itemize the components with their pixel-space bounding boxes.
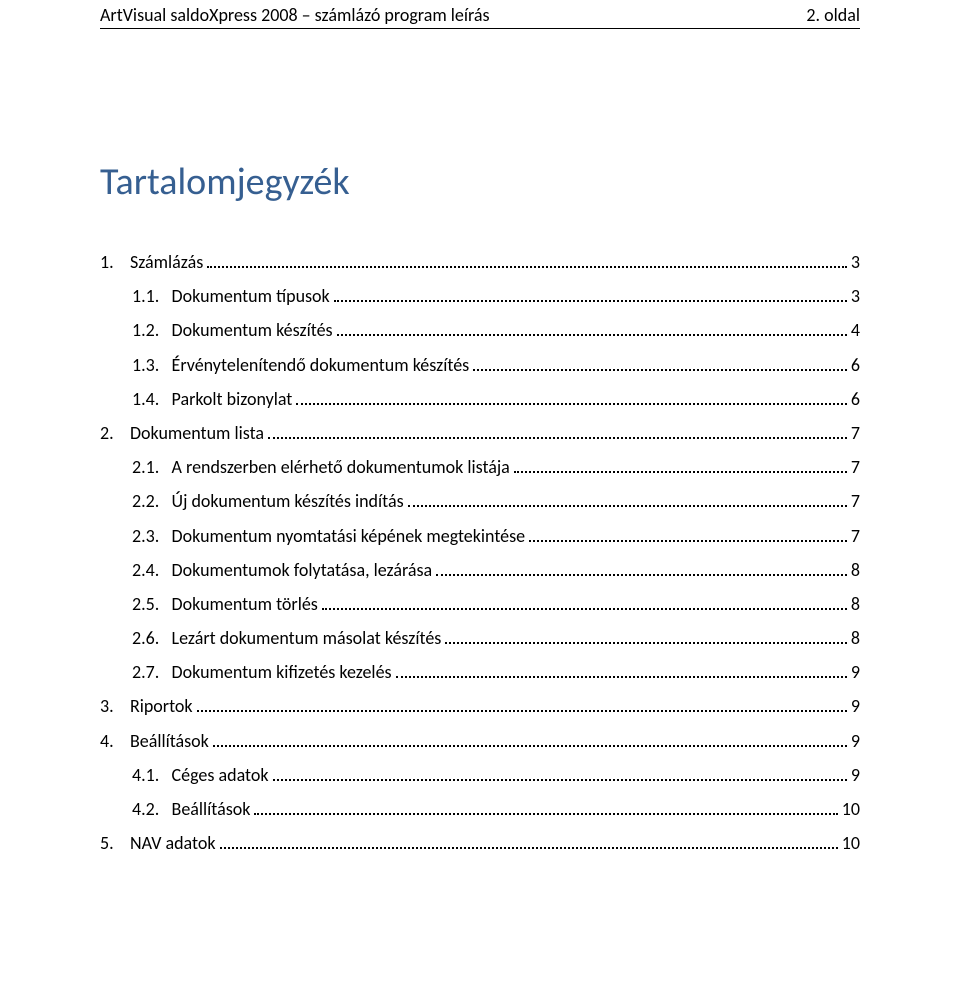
toc-entry-page: 7 (851, 484, 860, 518)
toc-entry: 2. Dokumentum lista 7 (100, 416, 860, 450)
toc-entry: 4.2. Beállítások 10 (100, 792, 860, 826)
toc-entry-label: 2.1. A rendszerben elérhető dokumentumok… (132, 450, 510, 484)
toc-entry: 2.3. Dokumentum nyomtatási képének megte… (100, 519, 860, 553)
toc-entry: 4. Beállítások 9 (100, 724, 860, 758)
toc-entry-page: 7 (851, 416, 860, 450)
toc-entry-label: 1. Számlázás (100, 245, 203, 279)
toc-entry: 4.1. Céges adatok 9 (100, 758, 860, 792)
toc-entry: 5. NAV adatok 10 (100, 826, 860, 860)
toc-entry-page: 8 (851, 553, 860, 587)
toc-entry-page: 7 (851, 450, 860, 484)
toc-entry-page: 6 (851, 382, 860, 416)
toc-entry-label: 2.4. Dokumentumok folytatása, lezárása (132, 553, 432, 587)
toc-entry-page: 9 (851, 655, 860, 689)
toc-entry-leader-dots (322, 593, 847, 609)
toc-entry-label: 2.7. Dokumentum kifizetés kezelés (132, 655, 392, 689)
page-header: ArtVisual saldoXpress 2008 – számlázó pr… (100, 0, 860, 29)
toc-entry: 2.7. Dokumentum kifizetés kezelés 9 (100, 655, 860, 689)
toc-entry-page: 10 (842, 826, 860, 860)
toc-entry-label: 3. Riportok (100, 689, 193, 723)
toc-entry-page: 9 (851, 689, 860, 723)
toc-entry-label: 2.2. Új dokumentum készítés indítás (132, 484, 404, 518)
toc-entry-leader-dots (334, 286, 847, 302)
toc-entry: 1.1. Dokumentum típusok 3 (100, 279, 860, 313)
toc-entry: 2.1. A rendszerben elérhető dokumentumok… (100, 450, 860, 484)
toc-entry-leader-dots (207, 252, 847, 268)
toc-list: 1. Számlázás31.1. Dokumentum típusok31.2… (100, 245, 860, 860)
toc-entry: 2.5. Dokumentum törlés 8 (100, 587, 860, 621)
toc-entry: 3. Riportok 9 (100, 689, 860, 723)
toc-entry-page: 4 (851, 313, 860, 347)
toc-entry-label: 2. Dokumentum lista (100, 416, 264, 450)
toc-entry-leader-dots (220, 833, 838, 849)
toc-entry-leader-dots (254, 799, 837, 815)
toc-entry-leader-dots (514, 457, 847, 473)
toc-entry-label: 1.2. Dokumentum készítés (132, 313, 333, 347)
toc-entry-leader-dots (436, 559, 847, 575)
toc-entry-label: 5. NAV adatok (100, 826, 216, 860)
toc-entry-label: 4.2. Beállítások (132, 792, 250, 826)
toc-entry-leader-dots (445, 628, 847, 644)
toc-entry-leader-dots (408, 491, 847, 507)
toc-entry-page: 8 (851, 621, 860, 655)
toc-entry-page: 8 (851, 587, 860, 621)
toc-entry-leader-dots (213, 730, 847, 746)
toc-entry-page: 9 (851, 724, 860, 758)
toc-entry: 2.2. Új dokumentum készítés indítás 7 (100, 484, 860, 518)
toc-entry-page: 3 (851, 279, 860, 313)
toc-entry-leader-dots (473, 354, 847, 370)
toc-entry-page: 3 (851, 245, 860, 279)
toc-entry-leader-dots (296, 388, 847, 404)
toc-entry-label: 1.1. Dokumentum típusok (132, 279, 330, 313)
toc-entry-leader-dots (273, 764, 847, 780)
toc-entry-page: 9 (851, 758, 860, 792)
toc-entry: 1.4. Parkolt bizonylat 6 (100, 382, 860, 416)
toc-entry-label: 2.3. Dokumentum nyomtatási képének megte… (132, 519, 525, 553)
toc-title: Tartalomjegyzék (100, 159, 860, 205)
toc-entry: 2.4. Dokumentumok folytatása, lezárása 8 (100, 553, 860, 587)
document-page: ArtVisual saldoXpress 2008 – számlázó pr… (0, 0, 960, 1000)
toc-entry-label: 2.6. Lezárt dokumentum másolat készítés (132, 621, 441, 655)
toc-entry-leader-dots (529, 525, 847, 541)
toc-entry-label: 1.3. Érvénytelenítendő dokumentum készít… (132, 348, 469, 382)
toc-entry: 1. Számlázás 3 (100, 245, 860, 279)
toc-entry-leader-dots (337, 320, 847, 336)
toc-entry: 2.6. Lezárt dokumentum másolat készítés 8 (100, 621, 860, 655)
toc-entry-page: 6 (851, 348, 860, 382)
toc-entry-leader-dots (197, 696, 847, 712)
toc-entry-label: 2.5. Dokumentum törlés (132, 587, 318, 621)
header-right-text: 2. oldal (806, 4, 860, 26)
toc-entry-leader-dots (268, 423, 847, 439)
toc-entry-leader-dots (396, 662, 847, 678)
toc-entry-label: 4.1. Céges adatok (132, 758, 269, 792)
toc-entry-label: 1.4. Parkolt bizonylat (132, 382, 292, 416)
header-left-text: ArtVisual saldoXpress 2008 – számlázó pr… (100, 4, 490, 26)
toc-entry-label: 4. Beállítások (100, 724, 209, 758)
toc-entry: 1.2. Dokumentum készítés 4 (100, 313, 860, 347)
toc-entry: 1.3. Érvénytelenítendő dokumentum készít… (100, 348, 860, 382)
toc-entry-page: 10 (842, 792, 860, 826)
toc-entry-page: 7 (851, 519, 860, 553)
